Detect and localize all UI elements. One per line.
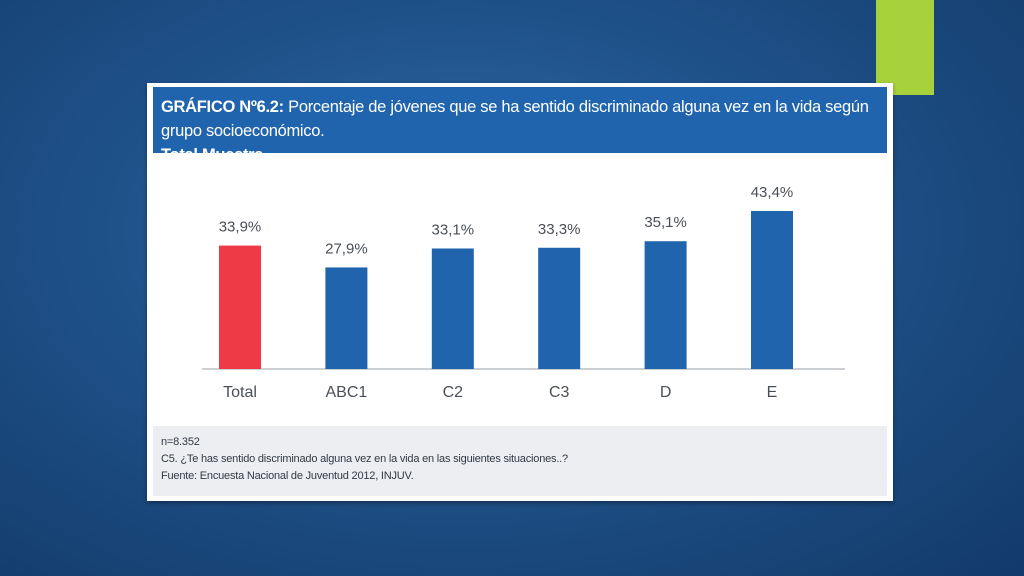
chart-subtitle: Total Muestra. — [161, 146, 268, 164]
data-label-d: 35,1% — [644, 214, 687, 231]
x-tick-label-e: E — [767, 384, 778, 401]
x-tick-label-c2: C2 — [443, 384, 464, 401]
source-note: Fuente: Encuesta Nacional de Juventud 20… — [161, 470, 414, 482]
chart-title: GRÁFICO Nº6.2: Porcentaje de jóvenes que… — [161, 95, 879, 143]
bar-abc1 — [325, 267, 368, 369]
chart-header: GRÁFICO Nº6.2: Porcentaje de jóvenes que… — [153, 87, 887, 164]
data-label-e: 43,4% — [751, 184, 794, 201]
data-label-c2: 33,1% — [432, 221, 475, 238]
chart-card: GRÁFICO Nº6.2: Porcentaje de jóvenes que… — [147, 83, 893, 501]
bar-c2 — [431, 248, 474, 369]
x-tick-label-d: D — [660, 384, 672, 401]
x-tick-label-total: Total — [223, 384, 257, 401]
bar-e — [751, 211, 793, 369]
data-label-c3: 33,3% — [538, 221, 581, 238]
sample-size-note: n=8.352 — [161, 436, 200, 448]
x-tick-label-abc1: ABC1 — [326, 384, 368, 401]
chart-title-text: Porcentaje de jóvenes que se ha sentido … — [161, 98, 869, 140]
data-label-abc1: 27,9% — [325, 240, 368, 257]
data-label-total: 33,9% — [219, 219, 262, 236]
bar-chart: 33,9% Total 27,9% ABC1 33,1% C2 33,3% C3 35,1% D 4… — [202, 184, 845, 401]
chart-title-bold: GRÁFICO Nº6.2: — [161, 98, 284, 116]
chart-footer: n=8.352 C5. ¿Te has sentido discriminado… — [153, 426, 887, 496]
question-note: C5. ¿Te has sentido discriminado alguna … — [161, 453, 568, 465]
bar-c3 — [538, 247, 581, 369]
bar-total — [219, 245, 261, 369]
bar-d — [644, 241, 687, 369]
accent-bar — [876, 0, 934, 95]
x-tick-label-c3: C3 — [549, 384, 570, 401]
